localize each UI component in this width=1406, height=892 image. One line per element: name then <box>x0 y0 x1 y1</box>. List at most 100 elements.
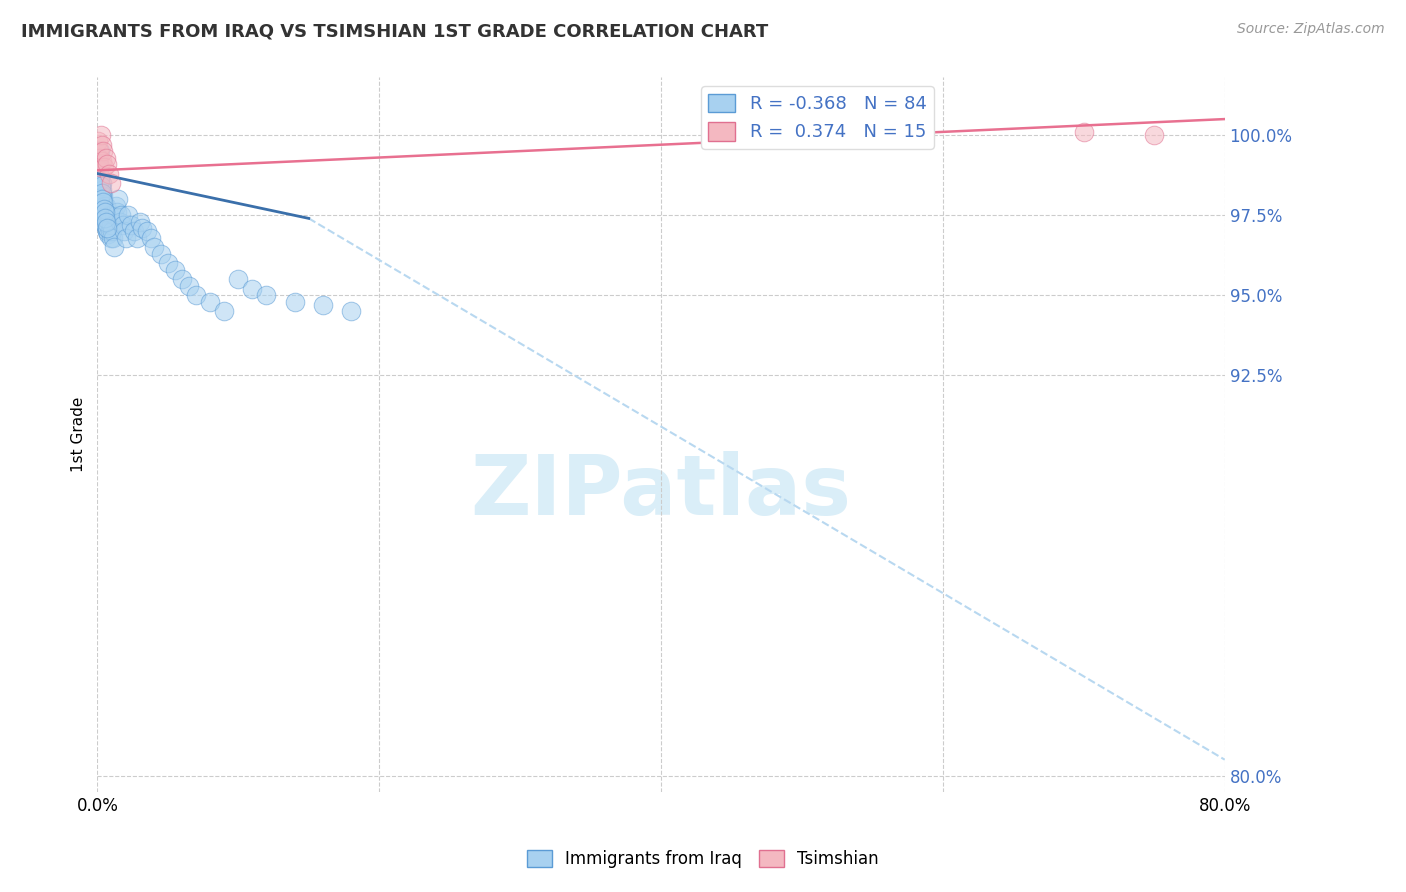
Point <box>89 151 111 165</box>
Point <box>89 160 111 174</box>
Point <box>170 272 193 286</box>
Point <box>240 282 263 296</box>
Point <box>103 208 125 222</box>
Text: Source: ZipAtlas.com: Source: ZipAtlas.com <box>1237 22 1385 37</box>
Point <box>91 205 114 219</box>
Point <box>114 230 136 244</box>
Point <box>93 205 115 219</box>
Point <box>340 304 363 318</box>
Point <box>98 224 121 238</box>
Point <box>87 151 110 165</box>
Point <box>96 224 118 238</box>
Point <box>91 192 114 206</box>
Point <box>91 189 114 203</box>
Point <box>97 218 120 232</box>
Point <box>97 167 120 181</box>
Point <box>111 218 134 232</box>
Point <box>87 157 110 171</box>
Point <box>94 208 117 222</box>
Point <box>97 227 120 242</box>
Point <box>91 192 114 206</box>
Point <box>96 221 118 235</box>
Point <box>87 160 110 174</box>
Point <box>94 211 117 226</box>
Point <box>93 214 115 228</box>
Point <box>122 224 145 238</box>
Point <box>149 246 172 260</box>
Point <box>125 230 148 244</box>
Point <box>108 214 131 228</box>
Point <box>100 176 122 190</box>
Point <box>226 272 249 286</box>
Point <box>97 208 120 222</box>
Point <box>89 173 111 187</box>
Point <box>1143 128 1166 142</box>
Point <box>89 163 111 178</box>
Point <box>212 304 235 318</box>
Point <box>117 208 139 222</box>
Point <box>139 230 162 244</box>
Point <box>87 176 110 190</box>
Legend: Immigrants from Iraq, Tsimshian: Immigrants from Iraq, Tsimshian <box>520 843 886 875</box>
Point <box>93 160 115 174</box>
Point <box>90 195 112 210</box>
Text: ZIPatlas: ZIPatlas <box>471 451 852 533</box>
Point <box>312 298 335 312</box>
Point <box>87 153 110 168</box>
Point <box>156 256 179 270</box>
Point <box>142 240 165 254</box>
Point <box>87 167 110 181</box>
Y-axis label: 1st Grade: 1st Grade <box>72 397 86 472</box>
Point <box>96 157 118 171</box>
Point <box>105 205 128 219</box>
Point <box>94 214 117 228</box>
Point <box>135 224 157 238</box>
Point <box>128 214 150 228</box>
Point <box>98 214 121 228</box>
Point <box>112 224 135 238</box>
Legend: R = -0.368   N = 84, R =  0.374   N = 15: R = -0.368 N = 84, R = 0.374 N = 15 <box>702 87 934 149</box>
Point <box>90 176 112 190</box>
Point <box>163 262 186 277</box>
Text: IMMIGRANTS FROM IRAQ VS TSIMSHIAN 1ST GRADE CORRELATION CHART: IMMIGRANTS FROM IRAQ VS TSIMSHIAN 1ST GR… <box>21 22 768 40</box>
Point <box>101 224 124 238</box>
Point <box>93 198 115 212</box>
Point <box>89 182 111 196</box>
Point <box>104 198 127 212</box>
Point <box>120 218 142 232</box>
Point <box>96 224 118 238</box>
Point <box>96 221 118 235</box>
Point <box>94 211 117 226</box>
Point <box>93 202 115 216</box>
Point <box>198 294 221 309</box>
Point <box>284 294 307 309</box>
Point <box>90 128 112 142</box>
Point <box>90 137 112 152</box>
Point <box>90 186 112 200</box>
Point <box>96 214 118 228</box>
Point <box>90 179 112 194</box>
Point <box>89 192 111 206</box>
Point <box>184 288 207 302</box>
Point <box>94 198 117 212</box>
Point <box>89 169 111 184</box>
Point <box>93 205 115 219</box>
Point <box>93 208 115 222</box>
Point <box>89 169 111 184</box>
Point <box>91 198 114 212</box>
Point <box>100 218 122 232</box>
Point <box>103 240 125 254</box>
Point <box>107 192 129 206</box>
Point <box>100 230 122 244</box>
Point <box>94 218 117 232</box>
Point <box>1073 125 1095 139</box>
Point <box>94 151 117 165</box>
Point <box>89 144 111 158</box>
Point <box>87 135 110 149</box>
Point <box>256 288 278 302</box>
Point <box>177 278 200 293</box>
Point <box>90 186 112 200</box>
Point <box>90 182 112 196</box>
Point <box>101 230 124 244</box>
Point <box>91 153 114 168</box>
